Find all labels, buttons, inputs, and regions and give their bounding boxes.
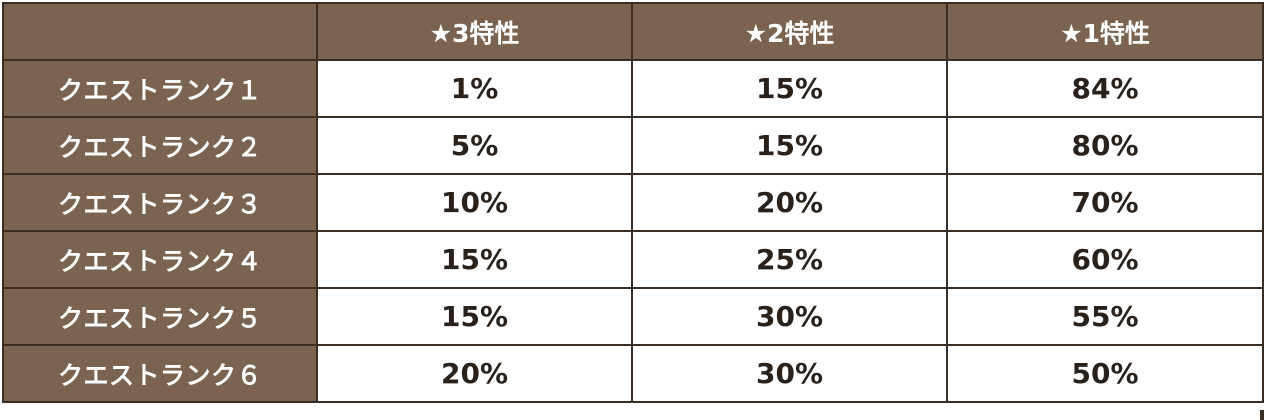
cell-star1-rate: 50% [946,344,1264,403]
cell-star1-rate: 80% [946,116,1264,175]
column-header-star3-trait: ★3特性 [316,2,633,61]
table-row: クエストランク２ 5% 15% 80% [2,116,1264,175]
cell-star2-rate: 30% [631,287,948,346]
cell-star3-rate: 10% [316,173,633,232]
cell-star2-rate: 15% [631,116,948,175]
row-label-quest-rank-4: クエストランク４ [2,230,318,289]
cell-star3-rate: 20% [316,344,633,403]
edge-mark [1260,410,1264,420]
cell-star2-rate: 20% [631,173,948,232]
column-header-star2-trait: ★2特性 [631,2,948,61]
cell-star1-rate: 55% [946,287,1264,346]
table-row: クエストランク３ 10% 20% 70% [2,173,1264,232]
cell-star1-rate: 70% [946,173,1264,232]
table-row: クエストランク６ 20% 30% 50% [2,344,1264,403]
row-label-quest-rank-2: クエストランク２ [2,116,318,175]
cell-star1-rate: 84% [946,59,1264,118]
column-header-star1-trait: ★1特性 [946,2,1264,61]
row-label-quest-rank-1: クエストランク１ [2,59,318,118]
cell-star2-rate: 30% [631,344,948,403]
row-label-quest-rank-3: クエストランク３ [2,173,318,232]
cell-star3-rate: 5% [316,116,633,175]
table-row: クエストランク４ 15% 25% 60% [2,230,1264,289]
trait-probability-table: ★3特性 ★2特性 ★1特性 クエストランク１ 1% 15% 84% クエストラ… [2,2,1264,403]
cell-star3-rate: 1% [316,59,633,118]
cell-star3-rate: 15% [316,287,633,346]
cell-star1-rate: 60% [946,230,1264,289]
row-label-quest-rank-6: クエストランク６ [2,344,318,403]
cell-star3-rate: 15% [316,230,633,289]
table-row: クエストランク５ 15% 30% 55% [2,287,1264,346]
cell-star2-rate: 15% [631,59,948,118]
corner-cell [2,2,318,61]
cell-star2-rate: 25% [631,230,948,289]
row-label-quest-rank-5: クエストランク５ [2,287,318,346]
table-row: クエストランク１ 1% 15% 84% [2,59,1264,118]
header-row: ★3特性 ★2特性 ★1特性 [2,2,1264,61]
